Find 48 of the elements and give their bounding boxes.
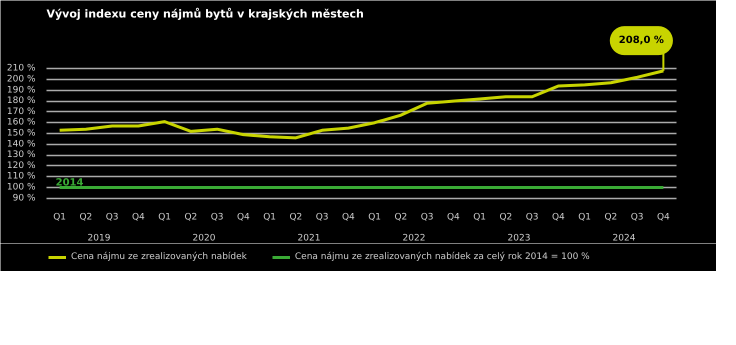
x-tick-label: Q3 (420, 212, 434, 222)
x-tick-label: Q4 (342, 212, 356, 222)
x-tick-label: Q4 (656, 212, 670, 222)
x-tick-label: Q2 (499, 212, 512, 222)
text: 2023 (508, 234, 530, 244)
text: 2019 (88, 234, 111, 244)
y-tick-label: 140 % (6, 139, 36, 150)
x-tick-label: Q1 (368, 212, 382, 222)
text: 2020 (192, 234, 216, 244)
x-tick-label: Q2 (289, 212, 302, 222)
y-tick-label: 190 % (6, 85, 36, 96)
y-tick-label: 210 % (6, 64, 36, 74)
x-tick-label: Q3 (316, 212, 329, 222)
legend-label: Cena nájmu ze zrealizovaných nabídek za celý rok 2014 = 100 % (294, 251, 590, 263)
text: 2024 (612, 234, 636, 244)
text: 2021 (298, 234, 320, 244)
y-tick-label: 100 % (6, 182, 36, 193)
x-tick-label: Q3 (106, 212, 119, 222)
x-tick-label: Q3 (630, 212, 644, 222)
x-tick-label: Q1 (473, 212, 486, 222)
x-tick-label: Q4 (132, 212, 146, 222)
x-tick-label: Q4 (236, 212, 250, 222)
x-tick-label: Q2 (79, 212, 92, 222)
chart-title: Vývoj indexu ceny nájmů bytů v krajských městech (46, 8, 364, 20)
y-tick-label: 170 % (6, 106, 36, 117)
x-tick-label: Q2 (604, 212, 618, 222)
x-tick-label: Q1 (578, 212, 592, 222)
y-tick-label: 150 % (6, 128, 36, 139)
y-tick-label: 110 % (6, 172, 36, 182)
y-tick-label: 90 % (12, 193, 36, 204)
x-tick-label: Q1 (158, 212, 172, 222)
x-tick-label: Q3 (210, 212, 224, 222)
x-tick-label: Q4 (446, 212, 460, 222)
x-tick-label: Q4 (552, 212, 566, 222)
annotation: 2014 (56, 178, 84, 189)
y-tick-label: 160 % (6, 118, 36, 128)
x-tick-label: Q3 (526, 212, 539, 222)
x-tick-label: Q2 (184, 212, 198, 222)
y-tick-label: 130 % (6, 150, 36, 160)
y-tick-label: 180 % (6, 96, 36, 106)
x-tick-label: Q1 (53, 212, 66, 222)
text: 2022 (402, 234, 426, 244)
y-tick-label: 200 % (6, 74, 36, 85)
x-tick-label: Q2 (394, 212, 408, 222)
legend-label: Cena nájmu ze zrealizovaných nabídek (71, 251, 247, 263)
x-tick-label: Q1 (263, 212, 276, 222)
y-tick-label: 120 % (6, 160, 36, 171)
data-label: 208,0 % (618, 35, 664, 46)
